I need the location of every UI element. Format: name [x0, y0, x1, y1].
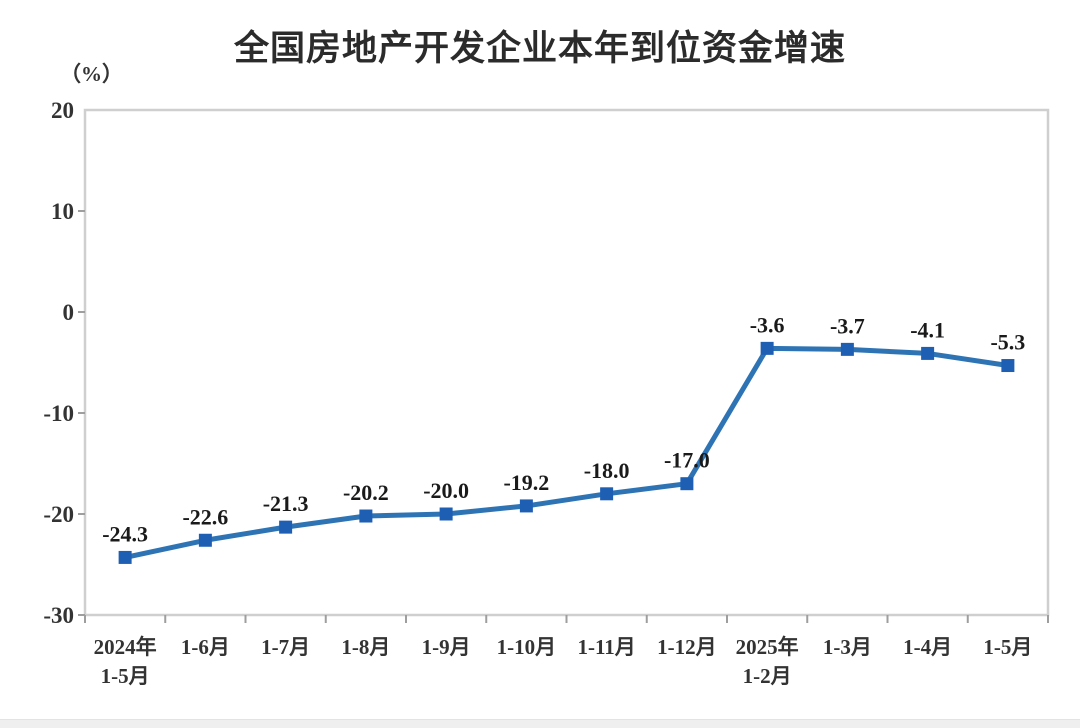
y-axis-unit-label: （%）: [60, 62, 123, 86]
data-point-marker: [840, 342, 854, 356]
data-point-label: -21.3: [263, 491, 309, 516]
data-point-label: -18.0: [584, 458, 630, 483]
data-point-label: -4.1: [910, 317, 945, 342]
x-tick-label: 2025年 1-2月: [736, 635, 799, 688]
data-point-marker: [760, 341, 774, 355]
data-point-label: -3.6: [750, 312, 785, 337]
data-point-marker: [921, 346, 935, 360]
data-point-marker: [359, 509, 373, 523]
data-point-marker: [600, 487, 614, 501]
data-point-label: -3.7: [830, 313, 865, 338]
y-tick-label: 20: [51, 98, 74, 123]
data-point-label: -22.6: [182, 504, 228, 529]
x-tick-label: 1-11月: [577, 635, 635, 659]
y-tick-label: -10: [43, 401, 74, 426]
data-point-marker: [118, 550, 132, 564]
x-tick-label: 1-6月: [181, 635, 230, 659]
y-tick-label: -30: [43, 603, 74, 628]
data-point-label: -5.3: [990, 330, 1025, 355]
x-tick-label: 1-7月: [261, 635, 310, 659]
x-tick-label: 1-5月: [983, 635, 1032, 659]
x-tick-label: 1-8月: [341, 635, 390, 659]
y-tick-label: 10: [51, 199, 74, 224]
data-point-label: -24.3: [102, 521, 148, 546]
y-tick-label: -20: [43, 502, 74, 527]
chart-title: 全国房地产开发企业本年到位资金增速: [233, 29, 846, 68]
y-tick-label: 0: [63, 300, 75, 325]
x-tick-label: 1-3月: [823, 635, 872, 659]
data-point-label: -17.0: [664, 448, 710, 473]
data-point-label: -20.0: [423, 478, 469, 503]
x-tick-label: 1-4月: [903, 635, 952, 659]
series-line: [122, 345, 1011, 560]
data-point-label: -20.2: [343, 480, 389, 505]
data-point-marker: [1001, 359, 1015, 373]
bottom-scrollbar-track: [0, 719, 1080, 728]
data-point-label: -19.2: [503, 470, 549, 495]
plot-frame: [83, 108, 1050, 617]
data-point-marker: [519, 499, 533, 513]
data-point-marker: [279, 520, 293, 534]
x-tick-label: 1-10月: [497, 635, 557, 659]
x-tick-label: 1-9月: [422, 635, 471, 659]
x-tick-label: 1-12月: [657, 635, 717, 659]
data-point-marker: [198, 533, 212, 547]
x-tick-label: 2024年 1-5月: [94, 635, 157, 688]
data-point-marker: [439, 507, 453, 521]
data-point-marker: [680, 477, 694, 491]
